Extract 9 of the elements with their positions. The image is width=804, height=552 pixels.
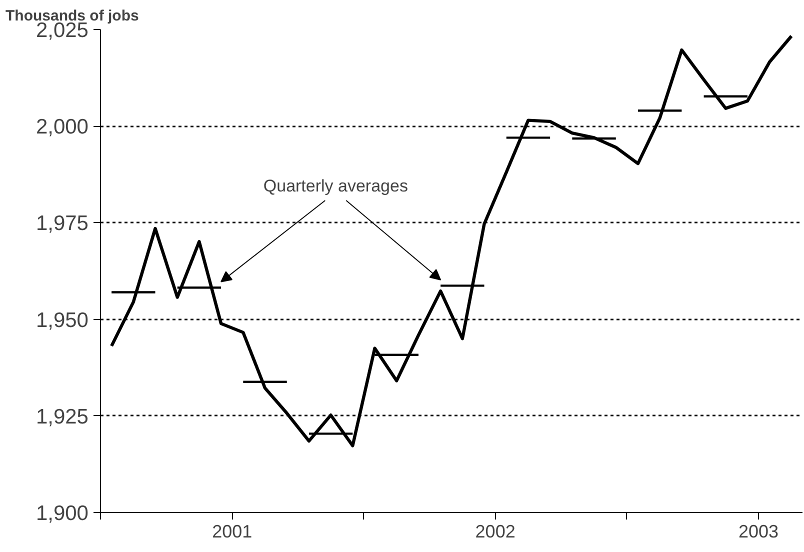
y-tick-label: 1,975 (36, 212, 89, 236)
y-tick-label: 1,950 (36, 308, 89, 332)
y-tick-label: 2,000 (36, 116, 89, 139)
x-tick-label: 2001 (212, 522, 252, 542)
annotation: Quarterly averages (263, 176, 408, 196)
y-tick-label: 1,925 (36, 405, 89, 428)
x-tick-label: 2002 (475, 522, 516, 542)
x-tick-label: 2003 (738, 522, 779, 542)
y-tick-label: 1,900 (36, 502, 89, 525)
